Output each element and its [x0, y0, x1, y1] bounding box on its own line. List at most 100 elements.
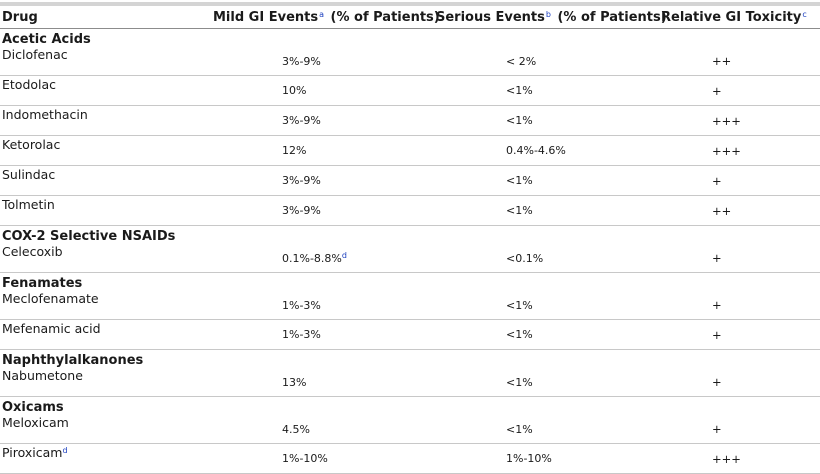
- top-rule: [0, 2, 820, 6]
- drug-name: Indomethacin: [2, 107, 88, 122]
- relative-toxicity-cell: +: [660, 368, 820, 397]
- mild-events-value: 4.5%: [282, 422, 310, 436]
- table-row: Meclofenamate 1%-3% <1% +: [0, 291, 820, 320]
- mild-events-cell: 0.1%-8.8%d: [212, 244, 436, 273]
- serious-events-cell: <1%: [436, 105, 660, 136]
- relative-toxicity-cell: +++: [660, 105, 820, 136]
- table-body: Acetic Acids Diclofenac 3%-9% < 2% ++ Etodola…: [0, 29, 820, 474]
- group-heading: Oxicams: [2, 400, 64, 415]
- footnote-marker-b: b: [545, 9, 551, 19]
- header-serious-suffix: (% of Patients): [552, 9, 667, 25]
- footnote-marker-c: c: [802, 9, 807, 19]
- drug-cell: Piroxicamd: [0, 443, 212, 474]
- mild-events-value: 3%-9%: [282, 174, 321, 187]
- header-mild-label: Mild GI Events: [213, 9, 319, 25]
- serious-events-cell: <1%: [436, 75, 660, 106]
- mild-events-value: 13%: [282, 375, 307, 389]
- header-mild-suffix: (% of Patients): [326, 9, 440, 25]
- serious-events-cell: 0.4%-4.6%: [436, 135, 660, 166]
- table-row: Tolmetin 3%-9% <1% ++: [0, 195, 820, 226]
- table-row: Piroxicamd 1%-10% 1%-10% +++: [0, 443, 820, 474]
- mild-events-value: 1%-3%: [282, 298, 321, 312]
- mild-events-value: 1%-3%: [282, 328, 321, 341]
- mild-events-value: 10%: [282, 84, 307, 97]
- header-serious-label: Serious Events: [436, 9, 545, 25]
- serious-events-cell: <1%: [436, 368, 660, 397]
- relative-toxicity-cell: +: [660, 291, 820, 320]
- drug-name: Meloxicam: [2, 415, 69, 430]
- header-drug: Drug: [0, 6, 212, 29]
- mild-events-value: 12%: [282, 144, 307, 157]
- mild-events-value: 3%-9%: [282, 54, 321, 68]
- table-row: Meloxicam 4.5% <1% +: [0, 415, 820, 444]
- serious-events-cell: <1%: [436, 195, 660, 226]
- table-row: Nabumetone 13% <1% +: [0, 368, 820, 397]
- mild-events-cell: 1%-3%: [212, 291, 436, 320]
- group-heading: COX-2 Selective NSAIDs: [2, 229, 176, 244]
- mild-events-cell: 10%: [212, 75, 436, 106]
- mild-events-value: 0.1%-8.8%: [282, 251, 342, 265]
- group-heading: Fenamates: [2, 276, 83, 291]
- group-row: Oxicams: [0, 397, 820, 415]
- drug-name: Nabumetone: [2, 368, 83, 383]
- drug-cell: Nabumetone: [0, 368, 212, 397]
- header-row: Drug Mild GI Eventsa (% of Patients) Ser…: [0, 6, 820, 29]
- relative-toxicity-cell: +++: [660, 443, 820, 474]
- drug-cell: Sulindac: [0, 165, 212, 196]
- group-row: COX-2 Selective NSAIDs: [0, 226, 820, 244]
- header-serious-events: Serious Eventsb (% of Patients): [436, 6, 667, 29]
- mild-events-value: 3%-9%: [282, 114, 321, 127]
- drug-name: Meclofenamate: [2, 291, 99, 306]
- table-header: Drug Mild GI Eventsa (% of Patients) Ser…: [0, 6, 820, 29]
- header-drug-label: Drug: [2, 9, 38, 25]
- drug-cell: Etodolac: [0, 75, 212, 106]
- group-row: Fenamates: [0, 273, 820, 291]
- mild-events-cell: 1%-10%: [212, 443, 436, 474]
- relative-toxicity-cell: ++: [660, 47, 820, 76]
- serious-events-cell: < 2%: [436, 47, 660, 76]
- group-row: Acetic Acids: [0, 29, 820, 47]
- relative-toxicity-cell: ++: [660, 195, 820, 226]
- table-row: Ketorolac 12% 0.4%-4.6% +++: [0, 135, 820, 166]
- mild-events-cell: 3%-9%: [212, 195, 436, 226]
- serious-events-cell: <1%: [436, 319, 660, 350]
- drug-cell: Ketorolac: [0, 135, 212, 166]
- mild-events-cell: 4.5%: [212, 415, 436, 444]
- relative-toxicity-cell: +: [660, 319, 820, 350]
- header-relative-toxicity: Relative GI Toxicityc: [660, 6, 820, 29]
- table-row: Indomethacin 3%-9% <1% +++: [0, 105, 820, 136]
- mild-events-cell: 12%: [212, 135, 436, 166]
- footnote-marker-a: a: [319, 9, 324, 19]
- drug-cell: Celecoxib: [0, 244, 212, 273]
- mild-events-cell: 3%-9%: [212, 165, 436, 196]
- mild-events-cell: 13%: [212, 368, 436, 397]
- group-heading: Acetic Acids: [2, 32, 91, 47]
- drug-name: Tolmetin: [2, 197, 55, 212]
- table-row: Etodolac 10% <1% +: [0, 75, 820, 106]
- drug-name: Diclofenac: [2, 47, 68, 62]
- footnote-marker-d: d: [62, 446, 68, 455]
- drug-name: Celecoxib: [2, 244, 63, 259]
- drug-name: Etodolac: [2, 77, 57, 92]
- drug-name: Mefenamic acid: [2, 321, 101, 336]
- serious-events-cell: 1%-10%: [436, 443, 660, 474]
- relative-toxicity-cell: +++: [660, 135, 820, 166]
- header-toxicity-label: Relative GI Toxicity: [661, 9, 802, 25]
- table-row: Celecoxib 0.1%-8.8%d <0.1% +: [0, 244, 820, 273]
- mild-events-cell: 3%-9%: [212, 47, 436, 76]
- drug-cell: Tolmetin: [0, 195, 212, 226]
- nsaid-gi-toxicity-table: Drug Mild GI Eventsa (% of Patients) Ser…: [0, 6, 820, 474]
- footnote-marker-d: d: [341, 250, 347, 260]
- relative-toxicity-cell: +: [660, 244, 820, 273]
- drug-cell: Diclofenac: [0, 47, 212, 76]
- drug-name: Piroxicam: [2, 445, 63, 460]
- group-heading: Naphthylalkanones: [2, 353, 144, 368]
- serious-events-cell: <1%: [436, 291, 660, 320]
- drug-cell: Indomethacin: [0, 105, 212, 136]
- header-mild-events: Mild GI Eventsa (% of Patients): [212, 6, 440, 29]
- serious-events-cell: <1%: [436, 415, 660, 444]
- drug-cell: Meclofenamate: [0, 291, 212, 320]
- table-row: Diclofenac 3%-9% < 2% ++: [0, 47, 820, 76]
- relative-toxicity-cell: +: [660, 75, 820, 106]
- mild-events-cell: 3%-9%: [212, 105, 436, 136]
